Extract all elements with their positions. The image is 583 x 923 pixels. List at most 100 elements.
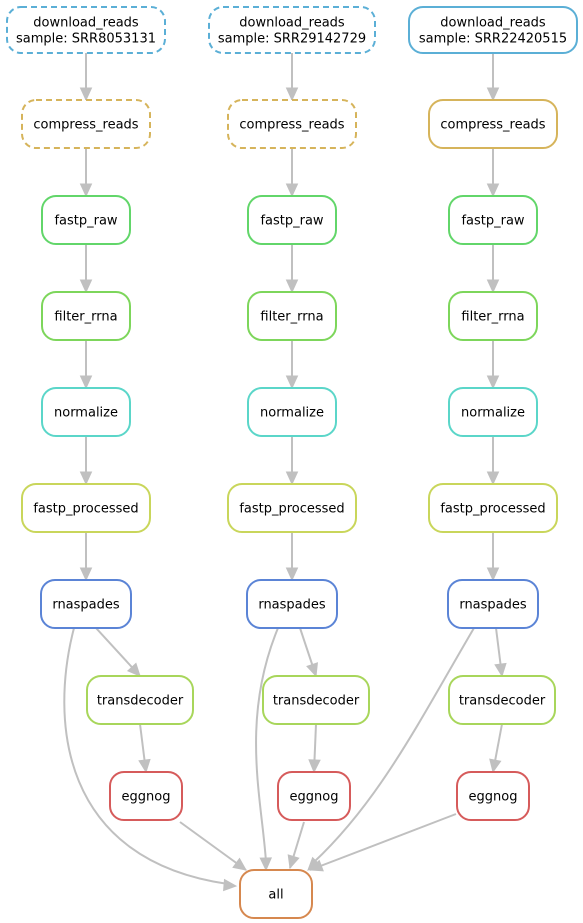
node-ft3-label-0: filter_rrna <box>461 310 524 325</box>
node-nm3-label-0: normalize <box>461 406 525 421</box>
node-cr1: compress_reads <box>21 99 151 149</box>
node-nm3: normalize <box>448 387 538 437</box>
edge-fr2-to-ft2-arrowhead <box>285 279 299 294</box>
node-fp1-label-0: fastp_processed <box>33 502 138 517</box>
node-dl1-box <box>6 6 166 54</box>
edge-rs1-to-all-arrowhead <box>223 878 238 892</box>
node-td3-box <box>448 675 556 725</box>
edge-dl3-to-cr3-arrowhead <box>486 87 500 102</box>
node-fp2-box <box>227 483 357 533</box>
node-ft1: filter_rrna <box>41 291 131 341</box>
node-fr1-box <box>41 195 131 245</box>
edges-layer <box>63 53 507 892</box>
edge-fr3-to-ft3-arrowhead <box>486 279 500 294</box>
node-td2: transdecoder <box>262 675 370 725</box>
node-nm3-box <box>448 387 538 437</box>
node-all-box <box>239 869 313 919</box>
edge-rs1-to-all <box>63 627 229 885</box>
node-cr2: compress_reads <box>227 99 357 149</box>
node-cr3-box <box>428 99 558 149</box>
node-fp3-box <box>428 483 558 533</box>
edge-cr3-to-fr3-arrowhead <box>486 183 500 198</box>
edge-ft3-to-nm3-arrowhead <box>486 375 500 390</box>
node-eg3-label-0: eggnog <box>469 790 518 805</box>
node-fr3: fastp_raw <box>448 195 538 245</box>
node-fr2: fastp_raw <box>247 195 337 245</box>
node-dl1-label-1: sample: SRR8053131 <box>16 32 156 47</box>
edge-fp3-to-rs3-arrowhead <box>486 567 500 582</box>
node-fp2: fastp_processed <box>227 483 357 533</box>
node-all: all <box>239 869 313 919</box>
node-fp3-label-0: fastp_processed <box>440 502 545 517</box>
node-rs3-label-0: rnaspades <box>459 598 527 613</box>
node-nm2-label-0: normalize <box>260 406 324 421</box>
node-ft3-box <box>448 291 538 341</box>
node-nm1-label-0: normalize <box>54 406 118 421</box>
edge-rs2-to-td2-arrowhead <box>306 662 319 678</box>
edge-rs3-to-td3-arrowhead <box>494 662 507 678</box>
node-td1-label-0: transdecoder <box>97 694 184 709</box>
node-fp1-box <box>21 483 151 533</box>
edge-cr1-to-fr1-arrowhead <box>79 183 93 198</box>
node-cr1-label-0: compress_reads <box>33 118 138 133</box>
node-nm1: normalize <box>41 387 131 437</box>
node-cr1-box <box>21 99 151 149</box>
edge-eg3-to-all <box>309 813 457 871</box>
edge-td2-to-eg2-arrowhead <box>308 759 321 774</box>
node-nm2: normalize <box>247 387 337 437</box>
node-all-label-0: all <box>268 888 283 903</box>
node-td3: transdecoder <box>448 675 556 725</box>
node-cr2-label-0: compress_reads <box>239 118 344 133</box>
edge-rs1-to-td1-arrowhead <box>126 662 141 677</box>
node-td2-label-0: transdecoder <box>273 694 360 709</box>
node-eg3: eggnog <box>456 771 530 821</box>
node-dl2-label-1: sample: SRR29142729 <box>218 32 366 47</box>
node-rs3: rnaspades <box>447 579 539 629</box>
edge-eg1-to-all <box>179 821 247 871</box>
node-rs1-box <box>40 579 132 629</box>
edge-cr2-to-fr2-arrowhead <box>285 183 299 198</box>
edge-eg2-to-all-arrowhead <box>287 854 300 870</box>
node-ft3: filter_rrna <box>448 291 538 341</box>
node-eg2-box <box>277 771 351 821</box>
node-td1-box <box>86 675 194 725</box>
node-ft2: filter_rrna <box>247 291 337 341</box>
node-nm2-box <box>247 387 337 437</box>
node-rs2-box <box>246 579 338 629</box>
node-td3-label-0: transdecoder <box>459 694 546 709</box>
node-fr2-box <box>247 195 337 245</box>
node-fr2-label-0: fastp_raw <box>260 214 323 229</box>
node-eg3-box <box>456 771 530 821</box>
edge-dl2-to-cr2-arrowhead <box>285 87 299 102</box>
node-cr2-box <box>227 99 357 149</box>
node-rs1: rnaspades <box>40 579 132 629</box>
edge-eg3-to-all-arrowhead <box>308 859 324 872</box>
node-cr3: compress_reads <box>428 99 558 149</box>
node-dl2-box <box>208 6 376 54</box>
node-td1: transdecoder <box>86 675 194 725</box>
node-dl2-label-0: download_reads <box>239 16 345 31</box>
edge-nm2-to-fp2-arrowhead <box>285 471 299 486</box>
edge-dl1-to-cr1-arrowhead <box>79 87 93 102</box>
node-dl3-box <box>408 6 578 54</box>
node-fr3-label-0: fastp_raw <box>461 214 524 229</box>
edge-rs2-to-all <box>255 627 279 863</box>
edge-ft2-to-nm2-arrowhead <box>285 375 299 390</box>
edge-fp2-to-rs2-arrowhead <box>285 567 299 582</box>
node-rs2-label-0: rnaspades <box>258 598 326 613</box>
edge-nm1-to-fp1-arrowhead <box>79 471 93 486</box>
node-eg1: eggnog <box>109 771 183 821</box>
edge-ft1-to-nm1-arrowhead <box>79 375 93 390</box>
node-ft1-label-0: filter_rrna <box>54 310 117 325</box>
node-fr3-box <box>448 195 538 245</box>
edge-fp1-to-rs1-arrowhead <box>79 567 93 582</box>
node-fp2-label-0: fastp_processed <box>239 502 344 517</box>
node-cr3-label-0: compress_reads <box>440 118 545 133</box>
edge-rs2-to-all-arrowhead <box>259 857 273 872</box>
node-eg1-box <box>109 771 183 821</box>
